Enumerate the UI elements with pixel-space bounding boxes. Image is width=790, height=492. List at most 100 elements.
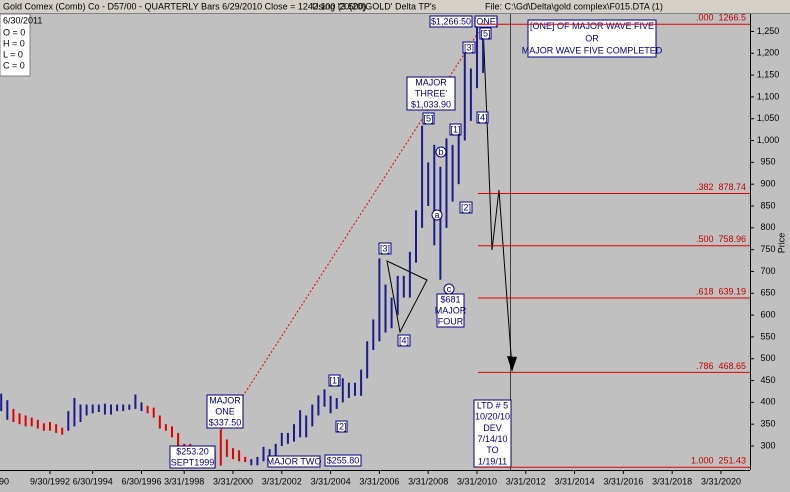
annotation-text: $1,033.90 bbox=[411, 99, 451, 109]
annotation-text: [2] bbox=[336, 421, 346, 431]
y-tick-label: 1,200 bbox=[757, 48, 780, 58]
fib-label: .382 878.74 bbox=[696, 182, 746, 192]
y-tick-label: 900 bbox=[760, 179, 775, 189]
annotation-text: 10/20/10 bbox=[475, 412, 510, 422]
y-axis-title: Price bbox=[776, 233, 786, 254]
projection-path bbox=[482, 24, 513, 369]
annotation-box bbox=[335, 420, 348, 433]
x-tick-label: 3/31/2018 bbox=[652, 476, 692, 486]
x-tick-label: 3/31/2002 bbox=[262, 476, 302, 486]
y-tick-label: 350 bbox=[760, 419, 775, 429]
annotation-box bbox=[328, 374, 341, 387]
x-tick-label: 3/31/2014 bbox=[555, 476, 595, 486]
y-tick-label: 800 bbox=[760, 222, 775, 232]
fib-label: 1.000 251.43 bbox=[691, 456, 746, 466]
info-line: C = 0 bbox=[3, 60, 25, 70]
x-tick-label: 3/31/2020 bbox=[701, 476, 741, 486]
annotation-circle bbox=[435, 146, 447, 158]
annotation-text: MAJOR bbox=[415, 77, 447, 87]
annotation-box bbox=[378, 242, 392, 255]
annotation-text: 1/19/11 bbox=[478, 456, 507, 466]
y-tick-label: 1,150 bbox=[757, 69, 780, 79]
annotation-text: c bbox=[447, 284, 452, 294]
info-line: O = 0 bbox=[3, 27, 25, 37]
bars bbox=[0, 24, 485, 467]
annotation-text: a bbox=[434, 210, 439, 220]
y-tick-label: 450 bbox=[760, 375, 775, 385]
y-tick-label: 600 bbox=[760, 309, 775, 319]
annotation-box bbox=[474, 15, 498, 28]
annotation-text: [1] bbox=[329, 375, 339, 385]
annotation-box bbox=[422, 112, 435, 125]
annotation-text: [5] bbox=[480, 28, 490, 38]
annotation-text: ONE bbox=[215, 406, 235, 416]
annotation-box bbox=[429, 15, 473, 28]
annotation-box bbox=[462, 41, 476, 54]
annotation-box bbox=[267, 455, 321, 468]
annotation-text: $337.50 bbox=[209, 417, 242, 427]
annotation-box bbox=[206, 394, 244, 429]
x-tick-label: 3/31/2000 bbox=[213, 476, 253, 486]
annotation-text: [3] bbox=[464, 42, 474, 52]
info-box bbox=[0, 13, 31, 77]
annotation-box bbox=[169, 445, 216, 469]
x-tick-label: 3/31/1998 bbox=[164, 476, 204, 486]
y-tick-label: 650 bbox=[760, 288, 775, 298]
y-tick-label: 950 bbox=[760, 157, 775, 167]
y-tick-label: 400 bbox=[760, 397, 775, 407]
annotation-text: [1] bbox=[450, 124, 460, 134]
annotation-text: MAJOR bbox=[435, 305, 467, 315]
annotation-text: MAJOR WAVE FIVE COMPLETED bbox=[522, 46, 663, 56]
annotation-text: b bbox=[438, 147, 443, 157]
annotation-text: [3] bbox=[380, 243, 390, 253]
annotation-text: TO bbox=[486, 445, 498, 455]
annotation-box bbox=[449, 123, 462, 136]
annotation-text: [5] bbox=[423, 113, 433, 123]
annotation-box bbox=[473, 399, 512, 468]
annotation-circle bbox=[431, 209, 443, 221]
annotation-text: THREE' bbox=[415, 88, 448, 98]
annotation-text: $255.80 bbox=[327, 455, 360, 465]
annotation-text: DEV bbox=[483, 423, 502, 433]
annotation-text: MAJOR bbox=[209, 395, 241, 405]
x-tick-label: 3/31/2016 bbox=[603, 476, 643, 486]
fib-label: .500 758.96 bbox=[696, 234, 746, 244]
y-tick-label: 500 bbox=[760, 353, 775, 363]
x-tick-label: 3/31/2010 bbox=[457, 476, 497, 486]
x-tick-label: 6/30/1996 bbox=[121, 476, 161, 486]
y-tick-label: 750 bbox=[760, 244, 775, 254]
projection-arrow bbox=[507, 356, 517, 372]
header-center: Using '20(20)GOLD' Delta TP's bbox=[312, 1, 437, 11]
x-tick-label: 6/30/1994 bbox=[73, 476, 113, 486]
annotation-box bbox=[436, 293, 465, 328]
annotation-text: LTD # 5 bbox=[477, 400, 508, 410]
info-line: H = 0 bbox=[3, 38, 25, 48]
fib-label: .786 468.65 bbox=[696, 361, 746, 371]
annotation-text: OR bbox=[585, 33, 599, 43]
annotation-text: [4] bbox=[399, 335, 409, 345]
annotation-text: 7/14/10 bbox=[477, 434, 507, 444]
info-date: 6/30/2011 bbox=[3, 15, 42, 25]
x-tick-label: 3/31/2004 bbox=[311, 476, 351, 486]
annotation-box bbox=[406, 76, 456, 111]
y-tick-label: 1,250 bbox=[757, 26, 780, 36]
header-left: Gold Comex (Comb) Co - D57/00 - QUARTERL… bbox=[3, 1, 366, 11]
y-tick-label: 700 bbox=[760, 266, 775, 276]
y-tick-label: 1,000 bbox=[757, 135, 780, 145]
annotation-box bbox=[397, 334, 411, 347]
annotation-text: [ONE] bbox=[474, 16, 499, 26]
header-right: File: C:\Gd\Delta\gold complex\F015.DTA … bbox=[485, 1, 663, 11]
y-tick-label: 1,100 bbox=[757, 91, 780, 101]
annotation-box bbox=[479, 27, 492, 40]
annotation-text: [4] bbox=[477, 112, 487, 122]
annotation-text: $1,266.50 bbox=[431, 16, 471, 26]
fib-label: .000 1266.5 bbox=[696, 13, 746, 23]
annotation-text: $253.20 bbox=[176, 446, 209, 456]
x-tick-label: 9/30/1992 bbox=[30, 476, 70, 486]
annotation-text: [ONE] OF MAJOR WAVE FIVE bbox=[530, 21, 654, 31]
annotation-box bbox=[527, 19, 657, 58]
y-tick-label: 300 bbox=[760, 440, 775, 450]
